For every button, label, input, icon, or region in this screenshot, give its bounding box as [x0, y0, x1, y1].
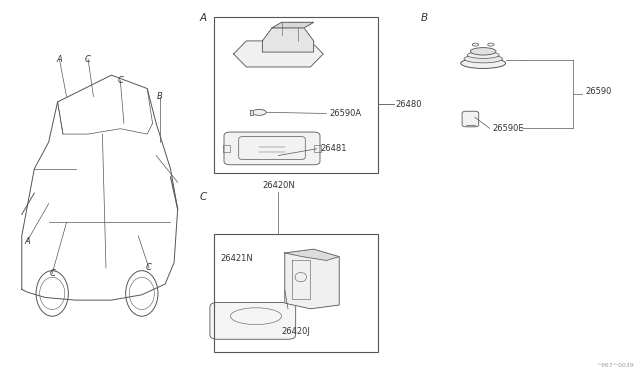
Polygon shape	[262, 28, 314, 52]
Ellipse shape	[252, 109, 266, 115]
Text: 26480: 26480	[396, 100, 422, 109]
Text: 26590: 26590	[586, 87, 612, 96]
Text: A: A	[200, 13, 207, 23]
Text: ^P67^0039: ^P67^0039	[596, 363, 634, 368]
Ellipse shape	[461, 58, 506, 68]
Text: C: C	[200, 192, 207, 202]
Text: 26420N: 26420N	[262, 182, 295, 190]
Polygon shape	[272, 22, 314, 28]
Ellipse shape	[470, 48, 496, 55]
Bar	[214, 234, 378, 352]
FancyBboxPatch shape	[462, 111, 479, 127]
Polygon shape	[250, 110, 253, 115]
Text: C: C	[146, 263, 152, 272]
Text: A: A	[56, 55, 62, 64]
Text: A: A	[24, 237, 30, 246]
Text: 26421N: 26421N	[221, 254, 253, 263]
Bar	[223, 145, 230, 152]
Text: 26590A: 26590A	[330, 109, 362, 118]
Text: B: B	[421, 13, 428, 23]
Ellipse shape	[467, 52, 499, 58]
FancyBboxPatch shape	[224, 132, 320, 165]
Text: 26590E: 26590E	[493, 124, 524, 133]
Text: C: C	[117, 76, 124, 85]
Text: B: B	[157, 92, 163, 101]
Text: C: C	[85, 55, 91, 64]
Polygon shape	[285, 249, 339, 309]
Text: 26420J: 26420J	[282, 327, 310, 336]
Text: 26481: 26481	[320, 144, 346, 153]
Text: C: C	[49, 269, 55, 278]
Bar	[314, 145, 321, 152]
Polygon shape	[234, 41, 323, 67]
Polygon shape	[285, 249, 339, 260]
FancyBboxPatch shape	[210, 302, 296, 339]
Ellipse shape	[488, 43, 494, 46]
Bar	[214, 17, 378, 173]
Ellipse shape	[472, 43, 479, 46]
Ellipse shape	[464, 55, 502, 63]
